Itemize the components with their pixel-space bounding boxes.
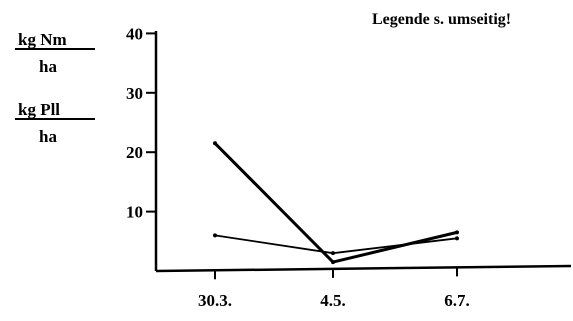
x-ticks: 30.3. 4.5. 6.7. [198, 267, 470, 310]
y-tick-label: 10 [126, 203, 143, 222]
ylabel-2-numerator: kg Pll [18, 100, 60, 119]
x-tick-label: 30.3. [198, 291, 232, 310]
y-tick-label: 30 [126, 84, 143, 103]
y-ticks: 10 20 30 40 [126, 24, 156, 222]
series-1-point [455, 230, 459, 235]
series-2-point [331, 251, 335, 256]
y-tick-label: 40 [126, 24, 143, 43]
ylabel-1-numerator: kg Nm [18, 30, 67, 49]
x-tick-label: 4.5. [320, 291, 346, 310]
series-2-point [213, 233, 217, 238]
ylabel-2-denominator: ha [39, 127, 57, 146]
series-line-2 [214, 234, 458, 255]
series-1-point [213, 141, 217, 146]
ylabel-1-denominator: ha [39, 57, 57, 76]
y-tick-label: 20 [126, 143, 143, 162]
series-layer [213, 141, 459, 265]
series-1-point [331, 260, 335, 265]
x-tick-label: 6.7. [444, 291, 470, 310]
x-axis [155, 264, 572, 273]
legend-note: Legende s. umseitig! [372, 11, 511, 28]
series-2-point [455, 236, 459, 241]
series-line-1 [213, 142, 458, 264]
